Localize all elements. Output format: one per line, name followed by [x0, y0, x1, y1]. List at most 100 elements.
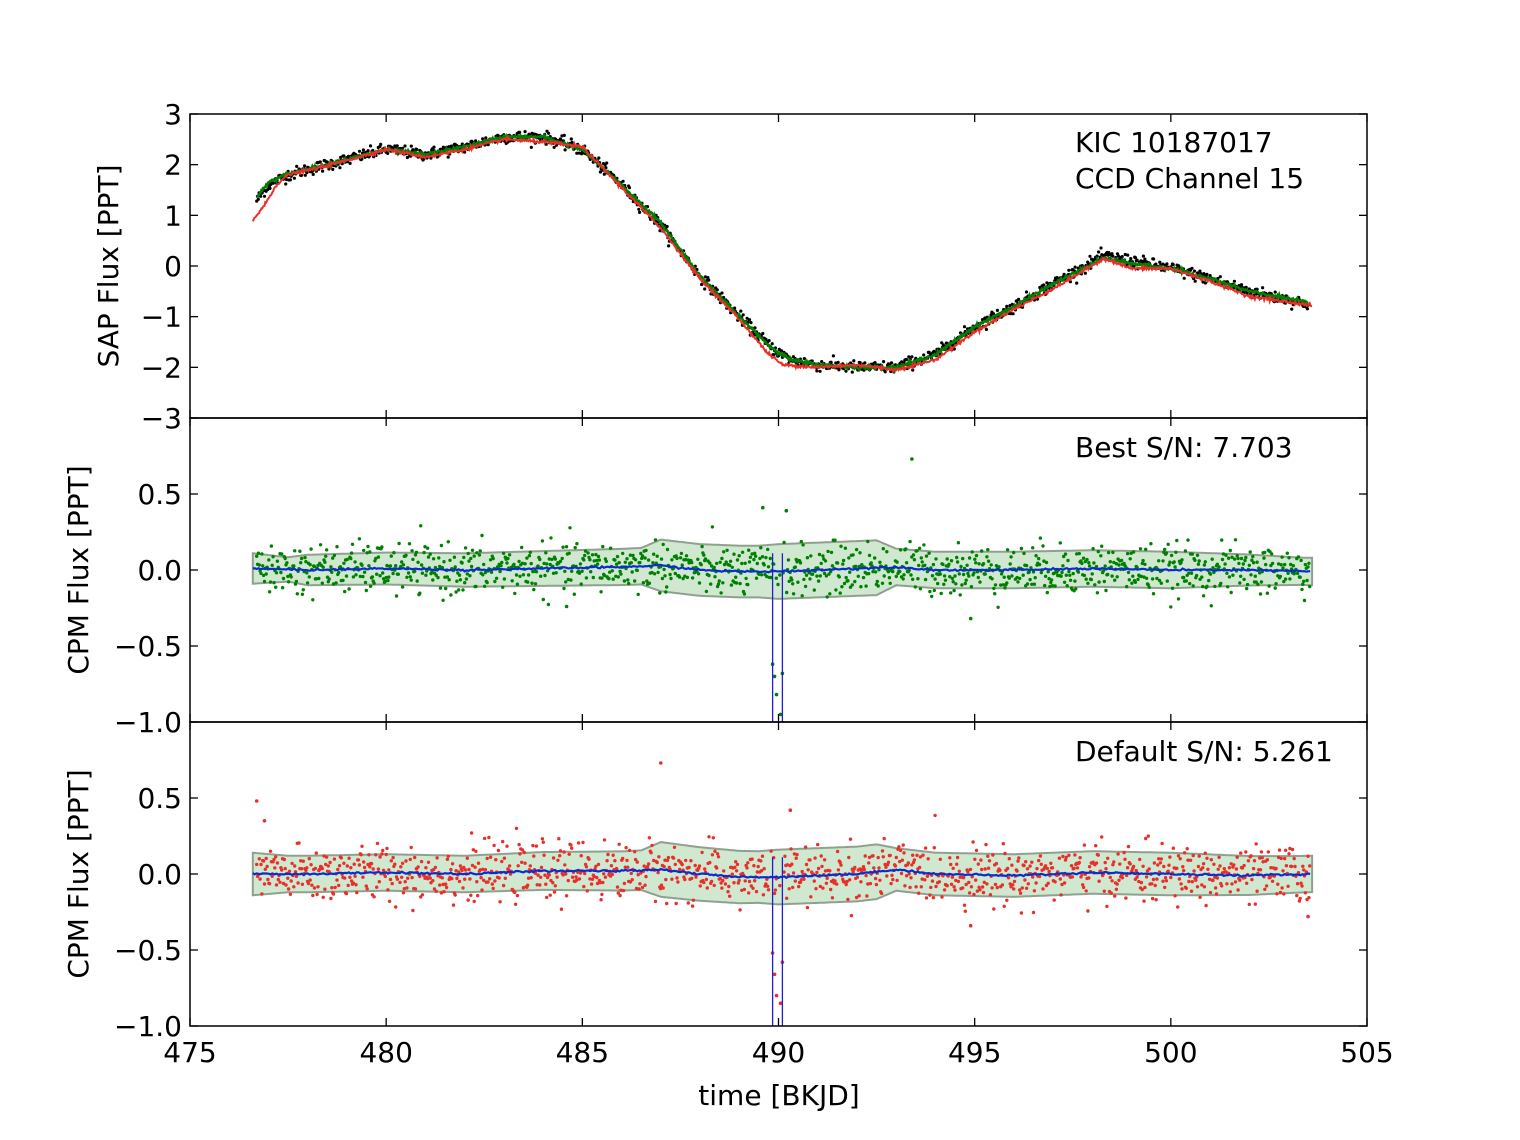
middle-cpm-point [645, 579, 649, 583]
bottom-cpm-point [658, 887, 663, 891]
bottom-cpm-point [1188, 858, 1193, 862]
sap-flux-point [1203, 281, 1207, 285]
middle-cpm-point [380, 545, 384, 549]
bottom-cpm-point [986, 866, 991, 870]
bottom-cpm-point [468, 877, 472, 881]
middle-cpm-point [949, 559, 954, 563]
bottom-cpm-point [469, 831, 474, 835]
middle-cpm-point [592, 559, 596, 563]
middle-cpm-point [1025, 582, 1030, 586]
middle-cpm-point [973, 557, 977, 561]
bottom-cpm-point [1150, 882, 1154, 886]
bottom-cpm-point [1232, 863, 1236, 867]
bottom-cpm-point [940, 895, 944, 899]
middle-cpm-point [644, 548, 648, 553]
sap-flux-point [883, 370, 887, 374]
middle-cpm-point [1066, 558, 1070, 563]
middle-cpm-point [410, 549, 414, 553]
middle-cpm-point [659, 557, 664, 561]
bottom-cpm-point [818, 884, 822, 889]
bottom-cpm-point [280, 868, 284, 872]
bottom-cpm-point [957, 869, 961, 873]
bottom-cpm-point [931, 896, 936, 900]
bottom-cpm-point [293, 870, 298, 874]
middle-cpm-point [1215, 562, 1220, 566]
bottom-cpm-point [1258, 868, 1263, 872]
sap-flux-point [720, 291, 724, 295]
middle-cpm-point [907, 568, 911, 572]
middle-cpm-point [985, 555, 989, 559]
middle-cpm-point [425, 546, 430, 550]
middle-cpm-point [720, 556, 724, 561]
bottom-cpm-point [1167, 863, 1171, 867]
middle-cpm-point [728, 563, 732, 567]
bottom-cpm-point [750, 857, 754, 861]
middle-cpm-point [826, 549, 830, 554]
middle-cpm-point [1048, 584, 1052, 589]
middle-cpm-point [467, 559, 471, 563]
bottom-cpm-point [723, 882, 728, 886]
bottom-cpm-point [982, 880, 986, 884]
middle-cpm-point [293, 582, 298, 586]
bottom-cpm-point [894, 855, 898, 860]
middle-cpm-point [961, 556, 965, 561]
middle-cpm-point [320, 581, 324, 585]
bottom-cpm-point [501, 839, 505, 844]
middle-cpm-point [452, 555, 457, 559]
middle-cpm-point [448, 558, 452, 562]
middle-cpm-point [1087, 561, 1091, 565]
middle-cpm-point [972, 571, 976, 575]
sap-flux-point [780, 349, 784, 353]
bottom-cpm-point [864, 873, 868, 878]
bottom-cpm-point [283, 866, 287, 871]
bottom-cpm-point [588, 877, 592, 881]
bottom-cpm-point [1194, 878, 1198, 882]
bottom-cpm-point [737, 878, 741, 883]
bottom-cpm-point [526, 883, 530, 887]
middle-cpm-point [413, 553, 418, 557]
middle-cpm-point [601, 544, 605, 549]
middle-cpm-point [1280, 555, 1284, 559]
middle-cpm-point [700, 544, 704, 549]
middle-cpm-point [1285, 551, 1290, 555]
middle-cpm-point [1253, 574, 1258, 578]
middle-cpm-point [1258, 592, 1263, 596]
middle-y-axis: 0.50.0−0.5−1.0 [114, 418, 1368, 739]
bottom-cpm-point [803, 845, 808, 849]
middle-cpm-point [344, 574, 349, 578]
middle-cpm-point [954, 582, 958, 586]
bottom-cpm-point [1003, 851, 1007, 856]
middle-cpm-point [1005, 548, 1010, 552]
bottom-cpm-point [367, 853, 371, 857]
middle-cpm-point [477, 553, 482, 557]
bottom-cpm-point [592, 874, 596, 879]
bottom-cpm-point [275, 861, 280, 865]
sap-flux-point [415, 147, 419, 152]
bottom-cpm-point [1039, 862, 1044, 866]
middle-cpm-point [582, 558, 586, 562]
middle-cpm-point [407, 542, 412, 546]
bottom-cpm-point [487, 835, 491, 840]
middle-cpm-point [1301, 582, 1305, 586]
middle-cpm-point [986, 559, 991, 563]
sap-flux-point [761, 331, 765, 336]
bottom-cpm-point [1179, 882, 1183, 886]
bottom-cpm-point [822, 858, 827, 862]
middle-cpm-point [602, 573, 607, 578]
middle-cpm-point [815, 574, 819, 578]
middle-cpm-point [1230, 555, 1234, 559]
middle-cpm-point [529, 561, 533, 566]
bottom-cpm-point [854, 895, 859, 900]
bottom-cpm-point [1128, 862, 1132, 866]
bottom-cpm-point [1258, 856, 1262, 860]
middle-cpm-point [861, 575, 866, 580]
middle-cpm-point [1031, 546, 1035, 550]
bottom-cpm-point [1115, 882, 1119, 886]
sap-flux-point [1273, 290, 1277, 294]
sap-flux-point [602, 172, 606, 176]
middle-cpm-point [457, 573, 462, 577]
bottom-cpm-point [518, 852, 522, 856]
bottom-cpm-point [859, 880, 863, 884]
bottom-cpm-point [369, 861, 374, 866]
bottom-cpm-point [514, 826, 519, 831]
